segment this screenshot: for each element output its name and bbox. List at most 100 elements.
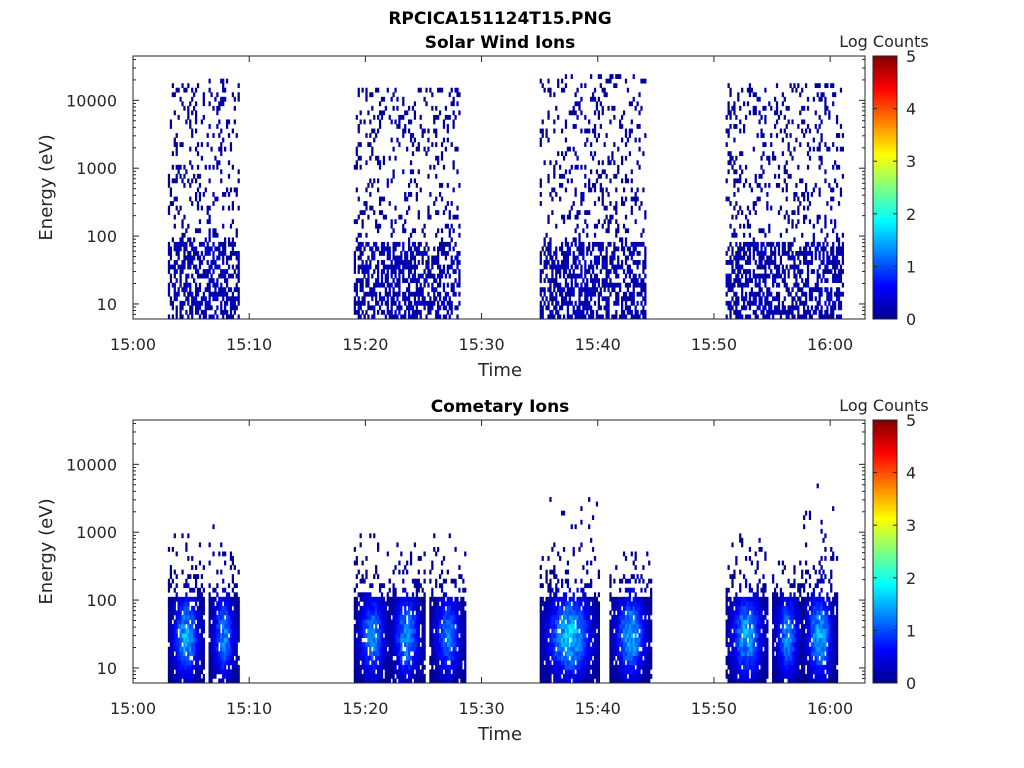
heatmap-cell bbox=[378, 583, 382, 589]
heatmap-cell bbox=[599, 246, 602, 252]
heatmap-cell bbox=[557, 300, 560, 306]
heatmap-cell bbox=[438, 182, 442, 188]
heatmap-cell bbox=[386, 278, 389, 284]
heatmap-cell bbox=[378, 160, 382, 166]
heatmap-cell bbox=[803, 300, 806, 306]
heatmap-cell bbox=[446, 569, 449, 575]
heatmap-cell bbox=[553, 264, 556, 270]
heatmap-cell bbox=[834, 300, 837, 306]
heatmap-cell bbox=[377, 664, 380, 670]
heatmap-cell bbox=[597, 278, 600, 284]
heatmap-cell bbox=[404, 642, 407, 648]
heatmap-cell bbox=[415, 182, 418, 188]
heatmap-cell bbox=[175, 633, 178, 638]
heatmap-cell bbox=[218, 255, 221, 261]
heatmap-cell bbox=[429, 678, 432, 684]
heatmap-cell bbox=[235, 192, 238, 197]
heatmap-cell bbox=[406, 210, 409, 215]
heatmap-cell bbox=[638, 164, 641, 170]
heatmap-cell bbox=[725, 314, 728, 320]
heatmap-cell bbox=[222, 624, 225, 629]
heatmap-cell bbox=[177, 241, 180, 247]
heatmap-cell bbox=[727, 169, 730, 175]
heatmap-cell bbox=[200, 633, 204, 638]
heatmap-cell bbox=[208, 660, 211, 666]
heatmap-cell bbox=[586, 269, 589, 274]
heatmap-cell bbox=[607, 105, 610, 111]
heatmap-cell bbox=[440, 601, 444, 607]
heatmap-cell bbox=[609, 255, 612, 261]
heatmap-cell bbox=[377, 228, 380, 234]
heatmap-cell bbox=[200, 273, 204, 279]
heatmap-cell bbox=[175, 87, 178, 93]
heatmap-cell bbox=[179, 305, 182, 311]
heatmap-cell bbox=[183, 642, 186, 648]
heatmap-cell bbox=[380, 678, 384, 684]
heatmap-cell bbox=[191, 565, 194, 570]
heatmap-cell bbox=[446, 637, 449, 643]
heatmap-cell bbox=[584, 305, 587, 311]
heatmap-cell bbox=[196, 287, 200, 293]
heatmap-cell bbox=[568, 169, 571, 175]
y-tick-label: 10 bbox=[97, 295, 117, 314]
heatmap-cell bbox=[167, 173, 171, 179]
heatmap-cell bbox=[440, 241, 444, 247]
heatmap-cell bbox=[377, 309, 380, 315]
heatmap-cell bbox=[433, 255, 436, 261]
heatmap-cell bbox=[181, 655, 184, 661]
heatmap-cell bbox=[398, 610, 401, 616]
heatmap-cell bbox=[791, 219, 794, 225]
heatmap-cell bbox=[421, 614, 424, 620]
heatmap-cell bbox=[388, 578, 391, 584]
heatmap-cell bbox=[377, 114, 380, 120]
heatmap-cell bbox=[196, 642, 200, 648]
heatmap-cell bbox=[597, 260, 600, 265]
heatmap-cell bbox=[562, 255, 566, 261]
heatmap-cell bbox=[407, 614, 411, 620]
heatmap-cell bbox=[181, 533, 184, 539]
heatmap-cell bbox=[539, 182, 542, 188]
heatmap-cell bbox=[179, 619, 182, 625]
heatmap-cell bbox=[169, 619, 173, 625]
heatmap-cell bbox=[396, 241, 399, 247]
heatmap-cell bbox=[388, 678, 391, 684]
heatmap-cell bbox=[179, 241, 182, 247]
heatmap-cell bbox=[390, 96, 393, 102]
heatmap-cell bbox=[590, 309, 593, 315]
heatmap-cell bbox=[611, 74, 614, 79]
heatmap-cell bbox=[388, 250, 391, 256]
heatmap-cell bbox=[793, 237, 796, 243]
heatmap-cell bbox=[380, 624, 384, 629]
heatmap-cell bbox=[783, 296, 786, 302]
heatmap-cell bbox=[407, 601, 411, 607]
heatmap-cell bbox=[380, 633, 384, 638]
heatmap-cell bbox=[613, 114, 616, 120]
heatmap-cell bbox=[373, 255, 376, 261]
heatmap-cell bbox=[435, 642, 438, 648]
heatmap-cell bbox=[353, 601, 356, 607]
heatmap-cell bbox=[442, 596, 446, 602]
heatmap-cell bbox=[413, 273, 417, 279]
heatmap-cell bbox=[795, 278, 798, 284]
heatmap-cell bbox=[171, 614, 174, 620]
heatmap-cell bbox=[787, 250, 790, 256]
heatmap-cell bbox=[167, 651, 171, 657]
heatmap-cell bbox=[212, 664, 215, 670]
heatmap-cell bbox=[365, 678, 368, 684]
heatmap-cell bbox=[816, 214, 819, 220]
heatmap-cell bbox=[415, 596, 418, 602]
heatmap-cell bbox=[181, 596, 184, 602]
heatmap-cell bbox=[801, 291, 804, 297]
heatmap-cell bbox=[390, 300, 393, 306]
heatmap-cell bbox=[382, 664, 386, 670]
heatmap-cell bbox=[359, 664, 362, 670]
heatmap-cell bbox=[431, 655, 434, 661]
heatmap-cell bbox=[429, 269, 432, 274]
heatmap-cell bbox=[394, 619, 397, 625]
heatmap-cell bbox=[433, 596, 436, 602]
heatmap-cell bbox=[220, 300, 223, 306]
heatmap-cell bbox=[785, 133, 788, 138]
heatmap-cell bbox=[179, 637, 182, 643]
heatmap-cell bbox=[433, 164, 436, 170]
